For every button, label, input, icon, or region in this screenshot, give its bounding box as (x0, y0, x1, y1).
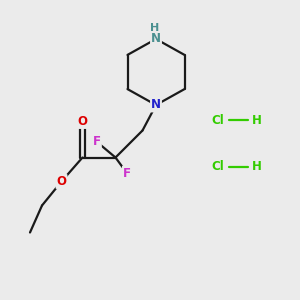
Text: H: H (252, 113, 262, 127)
Text: F: F (93, 135, 101, 148)
Text: O: O (77, 115, 88, 128)
Text: H: H (252, 160, 262, 173)
Text: F: F (123, 167, 131, 180)
Text: H: H (150, 22, 159, 33)
Text: Cl: Cl (211, 160, 224, 173)
Text: Cl: Cl (211, 113, 224, 127)
Text: N: N (151, 32, 161, 46)
Text: O: O (56, 175, 67, 188)
Text: N: N (151, 98, 161, 112)
